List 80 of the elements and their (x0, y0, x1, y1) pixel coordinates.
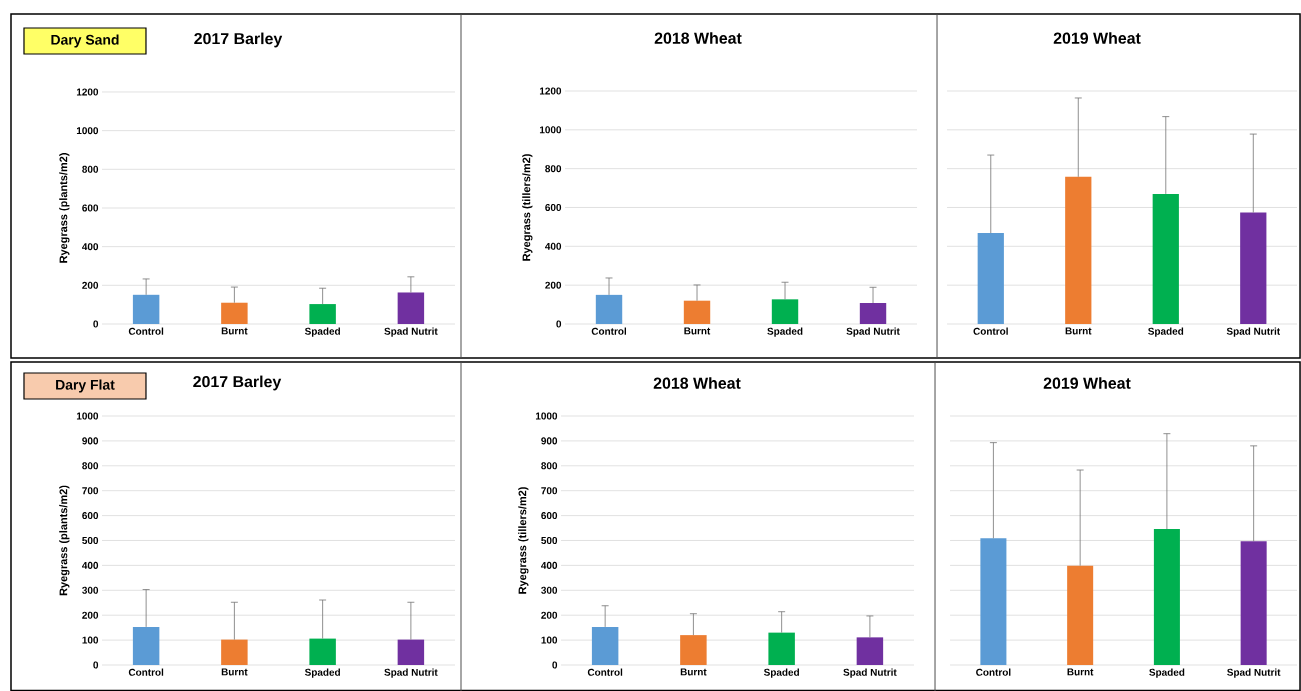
y-tick-label: 100 (82, 636, 99, 644)
x-tick-label: Spaded (304, 668, 340, 678)
y-tick-label: 1000 (76, 127, 99, 135)
y-axis-title: Ryegrass (tillers/m2) (522, 154, 533, 261)
y-tick-label: 400 (82, 243, 99, 251)
y-axis-title: Ryegrass (tillers/m2) (518, 487, 529, 594)
y-tick-label: 400 (82, 561, 99, 569)
bar (1067, 565, 1094, 665)
bar (1240, 212, 1267, 324)
x-tick-label: Spad Nutrit (846, 327, 900, 337)
bar (1240, 541, 1267, 665)
x-tick-label: Control (128, 327, 164, 335)
x-tick-label: Burnt (680, 668, 707, 676)
x-tick-label: Burnt (1065, 327, 1092, 335)
y-tick-label: 0 (93, 661, 99, 669)
x-tick-label: Control (587, 668, 623, 676)
x-tick-label: Burnt (221, 327, 248, 335)
x-tick-label: Spad Nutrit (843, 668, 897, 678)
y-tick-label: 400 (545, 242, 562, 250)
y-tick-label: 800 (541, 462, 558, 470)
y-tick-label: 700 (541, 487, 558, 495)
y-tick-label: 0 (556, 320, 562, 328)
bar (977, 233, 1004, 324)
bar (1153, 529, 1180, 665)
y-axis-title: Ryegrass (plants/m2) (59, 485, 70, 596)
y-tick-label: 1000 (76, 412, 99, 420)
y-tick-label: 100 (541, 636, 558, 644)
y-tick-label: 500 (82, 536, 99, 545)
chart-title: 2017 Barley (193, 375, 282, 391)
y-tick-label: 200 (541, 611, 558, 619)
chart-title: 2018 Wheat (654, 32, 742, 44)
y-tick-label: 0 (93, 320, 99, 328)
bar (1065, 176, 1092, 324)
y-tick-label: 600 (541, 512, 558, 520)
y-tick-label: 200 (82, 281, 99, 289)
y-tick-label: 1000 (539, 126, 562, 134)
x-tick-label: Burnt (221, 668, 248, 676)
y-tick-label: 1200 (539, 87, 562, 95)
y-tick-label: 1200 (76, 88, 99, 96)
x-tick-label: Burnt (1067, 668, 1094, 676)
chart-title: 2018 Wheat (653, 377, 741, 389)
y-tick-label: 300 (82, 586, 99, 594)
x-tick-label: Spaded (767, 327, 803, 337)
x-tick-label: Spaded (304, 327, 340, 337)
x-tick-label: Spad Nutrit (1227, 668, 1281, 678)
chart-title: 2019 Wheat (1053, 32, 1141, 44)
text: Dary Flat (56, 379, 115, 393)
x-tick-label: Spaded (1149, 668, 1185, 678)
y-tick-label: 500 (541, 536, 558, 545)
y-tick-label: 900 (541, 437, 558, 445)
x-tick-label: Burnt (684, 327, 711, 335)
y-tick-label: 800 (82, 165, 99, 173)
y-tick-label: 200 (82, 611, 99, 619)
x-tick-label: Control (976, 668, 1011, 676)
x-tick-label: Spad Nutrit (384, 668, 438, 678)
x-tick-label: Spad Nutrit (384, 327, 438, 337)
x-tick-label: Control (973, 327, 1008, 335)
y-tick-label: 600 (545, 203, 562, 212)
x-tick-label: Spaded (1148, 327, 1184, 337)
y-tick-label: 800 (82, 462, 99, 470)
chart-title: 2019 Wheat (1043, 377, 1131, 389)
bar (1152, 193, 1179, 324)
y-axis-title: Ryegrass (plants/m2) (59, 153, 70, 263)
text: Dary Sand (51, 34, 119, 48)
x-tick-label: Spad Nutrit (1226, 327, 1281, 337)
y-tick-label: 400 (541, 561, 558, 569)
bar (980, 538, 1007, 665)
y-tick-label: 900 (82, 437, 99, 445)
y-tick-label: 600 (82, 204, 99, 212)
x-tick-label: Control (591, 327, 627, 335)
x-tick-label: Spaded (763, 668, 799, 678)
y-tick-label: 800 (545, 165, 562, 173)
y-tick-label: 0 (552, 661, 558, 669)
y-tick-label: 700 (82, 487, 99, 495)
y-tick-label: 200 (545, 281, 562, 289)
y-tick-label: 600 (82, 512, 99, 520)
y-tick-label: 300 (541, 586, 558, 594)
x-tick-label: Control (128, 668, 164, 676)
y-tick-label: 1000 (535, 412, 558, 420)
chart-title: 2017 Barley (194, 32, 283, 48)
